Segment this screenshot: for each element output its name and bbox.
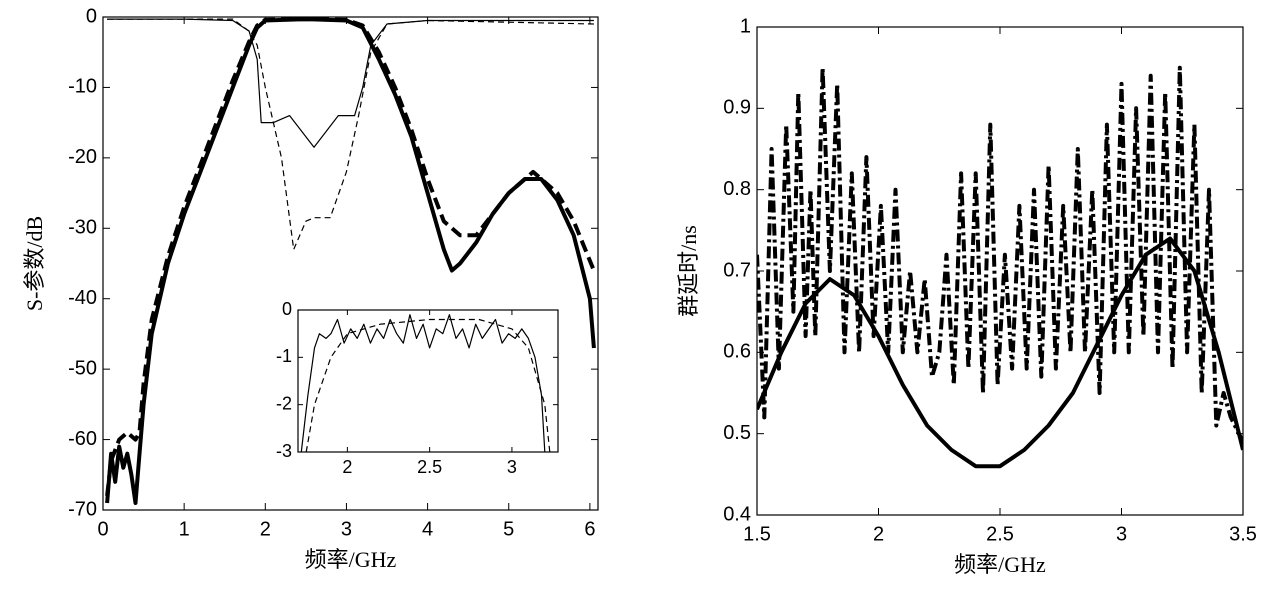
- x-tick-label: 2: [260, 518, 271, 540]
- y-tick-label: 1: [740, 15, 751, 37]
- x-tick-label: 6: [584, 518, 595, 540]
- y-tick-label: -50: [68, 357, 97, 379]
- y-tick-label: -40: [68, 287, 97, 309]
- y-tick-label: 0.5: [723, 422, 751, 444]
- y-tick-label: 0.6: [723, 341, 751, 363]
- series-line: [757, 236, 1243, 469]
- inset-background: [298, 310, 558, 452]
- x-tick-label: 1.5: [743, 523, 771, 545]
- plot-frame: [102, 16, 599, 511]
- y-tick-label: 0: [282, 299, 292, 319]
- x-tick-label: 2: [342, 457, 352, 477]
- x-tick-label: 5: [503, 518, 514, 540]
- x-tick-label: 3.5: [1229, 523, 1257, 545]
- y-tick-label: 0.4: [723, 503, 751, 525]
- y-tick-label: -60: [68, 428, 97, 450]
- x-tick-label: 2: [873, 523, 884, 545]
- y-axis-label: S-参数/dB: [22, 216, 47, 311]
- y-tick-label: -10: [68, 76, 97, 98]
- x-axis-label: 频率/GHz: [305, 547, 397, 572]
- x-tick-label: 3: [1116, 523, 1127, 545]
- y-tick-label: -20: [68, 146, 97, 168]
- y-tick-label: -70: [68, 498, 97, 520]
- y-tick-label: 0: [86, 5, 97, 27]
- series-line: [107, 18, 594, 250]
- y-tick-label: -1: [276, 346, 292, 366]
- series-line: [107, 18, 594, 148]
- y-tick-label: -3: [276, 441, 292, 461]
- y-tick-label: 0.9: [723, 97, 751, 119]
- y-tick-label: 0.7: [723, 259, 751, 281]
- x-tick-label: 4: [422, 518, 433, 540]
- x-tick-label: 1: [179, 518, 190, 540]
- y-tick-label: -2: [276, 393, 292, 413]
- x-tick-label: 2.5: [986, 523, 1014, 545]
- y-tick-label: 0.8: [723, 178, 751, 200]
- series-line: [300, 314, 546, 453]
- plot-frame: [297, 309, 559, 453]
- x-tick-label: 3: [507, 457, 517, 477]
- y-axis-label: 群延时/ns: [676, 225, 701, 317]
- series-line: [305, 318, 551, 453]
- x-tick-label: 0: [97, 518, 108, 540]
- x-axis-label: 频率/GHz: [954, 552, 1046, 577]
- series-line: [757, 65, 1243, 443]
- y-tick-label: -30: [68, 217, 97, 239]
- series-line: [105, 17, 596, 497]
- x-tick-label: 2.5: [417, 457, 442, 477]
- x-tick-label: 3: [341, 518, 352, 540]
- plot-frame: [756, 26, 1244, 516]
